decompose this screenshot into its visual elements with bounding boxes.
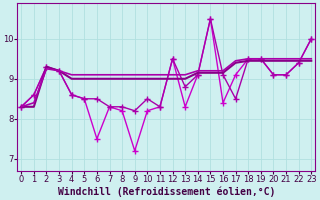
X-axis label: Windchill (Refroidissement éolien,°C): Windchill (Refroidissement éolien,°C): [58, 187, 275, 197]
